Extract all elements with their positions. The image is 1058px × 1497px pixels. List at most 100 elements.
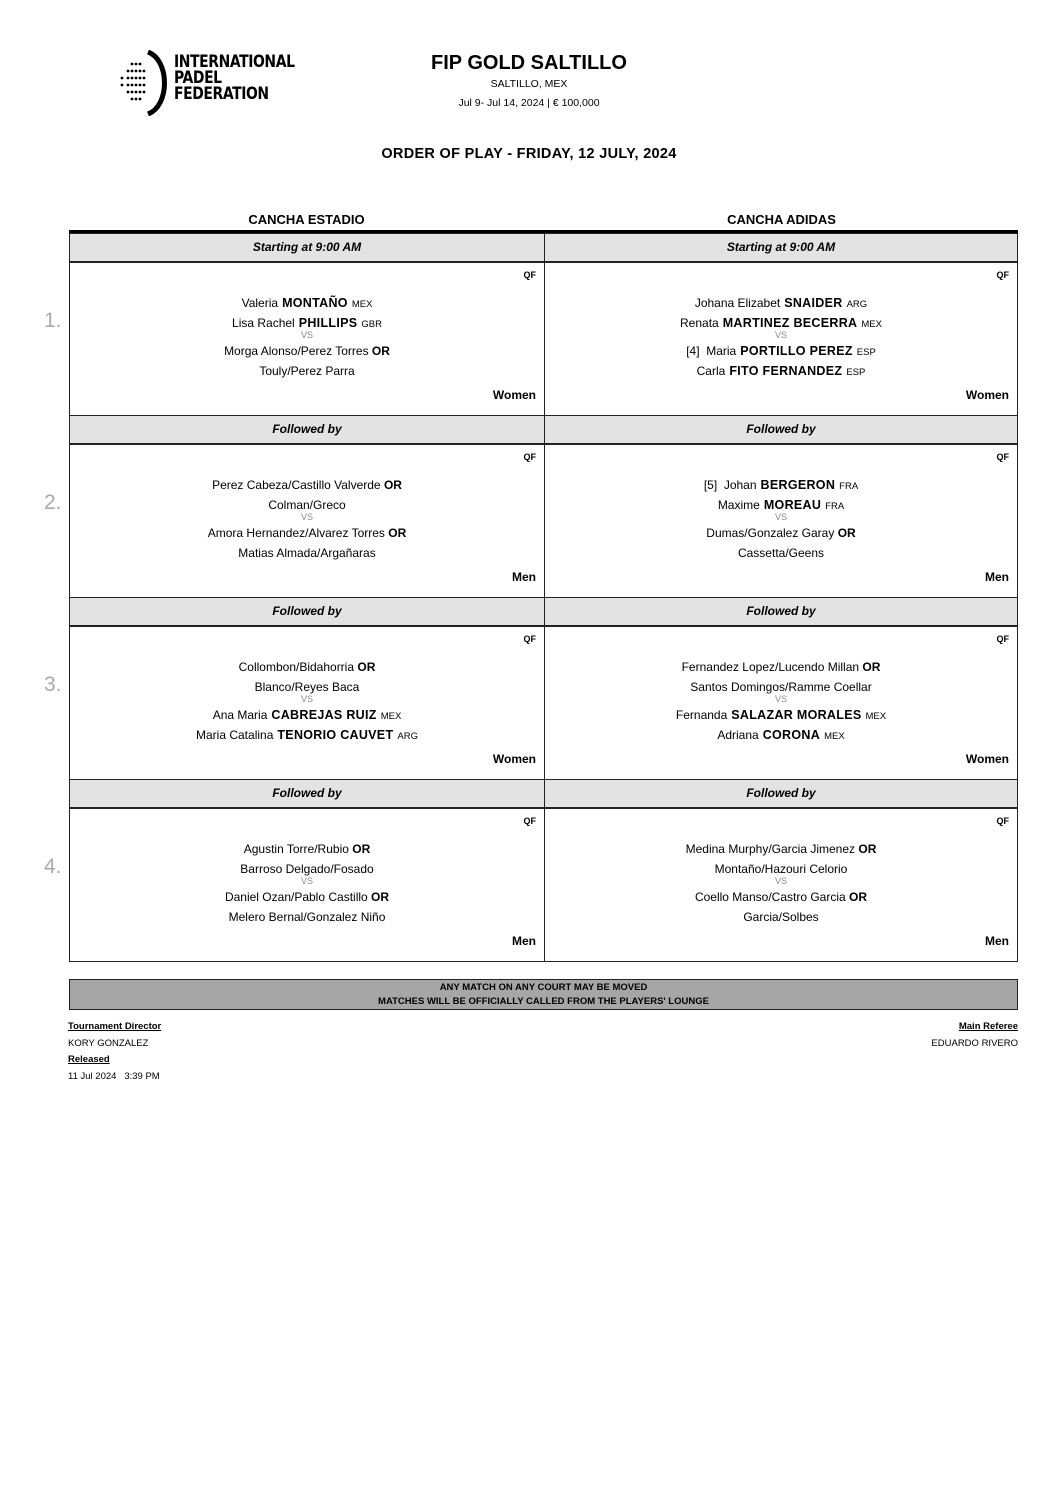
last-name: CORONA bbox=[762, 728, 821, 742]
last-name: SNAIDER bbox=[784, 296, 843, 310]
country-code: ESP bbox=[856, 347, 876, 358]
round-label: QF bbox=[523, 270, 537, 280]
round-label: QF bbox=[996, 270, 1010, 280]
team-names: Fernandez Lopez/Lucendo Millan bbox=[681, 660, 860, 674]
country-code: MEX bbox=[380, 711, 402, 722]
match-cell: QF Women VS Collombon/Bidahorria OR Blanco/R… bbox=[69, 626, 545, 780]
first-name: Adriana bbox=[717, 728, 759, 742]
slot-start-label: Followed by bbox=[544, 779, 1018, 808]
team-names: Montaño/Hazouri Celorio bbox=[714, 862, 848, 876]
match-row: QF Men VS Agustin Torre/Rubio OR Barroso Del… bbox=[69, 808, 1018, 962]
match-row: QF Men VS Perez Cabeza/Castillo Valverde OR… bbox=[69, 444, 1018, 598]
slot-start-label: Starting at 9:00 AM bbox=[544, 233, 1018, 262]
slot-start-label: Starting at 9:00 AM bbox=[69, 233, 545, 262]
player-line: Blanco/Reyes Baca bbox=[70, 680, 544, 694]
last-name: TENORIO CAUVET bbox=[277, 728, 394, 742]
last-name: MARTINEZ BECERRA bbox=[722, 316, 858, 330]
player-line: [4] Maria PORTILLO PEREZ ESP bbox=[545, 344, 1017, 360]
vs-label: VS bbox=[774, 512, 787, 522]
player-line: Maria Catalina TENORIO CAUVET ARG bbox=[70, 728, 544, 744]
slot-start-label: Followed by bbox=[544, 415, 1018, 444]
tournament-location: SALTILLO, MEX bbox=[490, 78, 568, 90]
round-label: QF bbox=[523, 816, 537, 826]
team-names: Agustin Torre/Rubio bbox=[243, 842, 349, 856]
category-label: Women bbox=[965, 752, 1009, 766]
country-code: MEX bbox=[351, 299, 373, 310]
seed: [4] bbox=[686, 344, 700, 358]
vs-label: VS bbox=[300, 876, 313, 886]
court-header-adidas: CANCHA ADIDAS bbox=[727, 212, 836, 227]
player-line: Montaño/Hazouri Celorio bbox=[545, 862, 1017, 876]
round-label: QF bbox=[996, 634, 1010, 644]
category-label: Women bbox=[492, 752, 536, 766]
player-line: Maxime MOREAU FRA bbox=[545, 498, 1017, 514]
team-names: Barroso Delgado/Fosado bbox=[240, 862, 374, 876]
category-label: Women bbox=[965, 388, 1009, 402]
player-line: Barroso Delgado/Fosado bbox=[70, 862, 544, 876]
team-names: Collombon/Bidahorria bbox=[238, 660, 355, 674]
released-label: Released bbox=[68, 1054, 110, 1065]
country-code: FRA bbox=[839, 481, 859, 492]
match-cell: QF Men VS Agustin Torre/Rubio OR Barroso Del… bbox=[69, 808, 545, 962]
player-line: Cassetta/Geens bbox=[545, 546, 1017, 560]
team-names: Daniel Ozan/Pablo Castillo bbox=[224, 890, 368, 904]
category-label: Men bbox=[512, 570, 536, 584]
team-names: Coello Manso/Castro Garcia bbox=[694, 890, 846, 904]
first-name: Valeria bbox=[241, 296, 279, 310]
last-name: FITO FERNANDEZ bbox=[729, 364, 843, 378]
last-name: MOREAU bbox=[763, 498, 822, 512]
first-name: Fernanda bbox=[675, 708, 728, 722]
player-line: Daniel Ozan/Pablo Castillo OR bbox=[70, 890, 544, 904]
player-line: Garcia/Solbes bbox=[545, 910, 1017, 924]
team-names: Medina Murphy/Garcia Jimenez bbox=[685, 842, 856, 856]
player-line: Dumas/Gonzalez Garay OR bbox=[545, 526, 1017, 540]
player-line: Fernandez Lopez/Lucendo Millan OR bbox=[545, 660, 1017, 674]
match-row: QF Women VS Collombon/Bidahorria OR Blanco/R… bbox=[69, 626, 1018, 780]
slot-header-row: Starting at 9:00 AM Starting at 9:00 AM bbox=[69, 233, 1018, 262]
player-line: Agustin Torre/Rubio OR bbox=[70, 842, 544, 856]
tournament-title: FIP GOLD SALTILLO bbox=[431, 52, 627, 74]
fip-logo-icon bbox=[120, 49, 167, 117]
slot-number: 2. bbox=[44, 491, 62, 514]
or-label: OR bbox=[371, 344, 390, 358]
team-names: Cassetta/Geens bbox=[737, 546, 825, 560]
country-code: FRA bbox=[825, 501, 845, 512]
team-names: Colman/Greco bbox=[268, 498, 346, 512]
match-cell: QF Men VS Perez Cabeza/Castillo Valverde OR… bbox=[69, 444, 545, 598]
first-name: Carla bbox=[696, 364, 726, 378]
or-label: OR bbox=[858, 842, 877, 856]
match-row: QF Women VS Valeria MONTAÑO MEX Lisa Rachel PHI… bbox=[69, 262, 1018, 416]
last-name: SALAZAR MORALES bbox=[731, 708, 862, 722]
director-name: KORY GONZALEZ bbox=[68, 1038, 149, 1049]
notice-line: ANY MATCH ON ANY COURT MAY BE MOVED bbox=[439, 982, 648, 993]
team-names: Touly/Perez Parra bbox=[259, 364, 355, 378]
first-name: Maria Catalina bbox=[196, 728, 274, 742]
or-label: OR bbox=[849, 890, 868, 904]
slot-start-label: Followed by bbox=[69, 415, 545, 444]
player-line: Renata MARTINEZ BECERRA MEX bbox=[545, 316, 1017, 332]
player-line: Santos Domingos/Ramme Coellar bbox=[545, 680, 1017, 694]
player-line: Matias Almada/Argañaras bbox=[70, 546, 544, 560]
director-label: Tournament Director bbox=[68, 1021, 162, 1032]
first-name: Maxime bbox=[717, 498, 760, 512]
round-label: QF bbox=[523, 634, 537, 644]
logo-line: PADEL bbox=[174, 68, 222, 88]
player-line: Ana Maria CABREJAS RUIZ MEX bbox=[70, 708, 544, 724]
vs-label: VS bbox=[300, 694, 313, 704]
order-of-play-heading: ORDER OF PLAY - FRIDAY, 12 JULY, 2024 bbox=[381, 146, 677, 162]
category-label: Men bbox=[985, 934, 1009, 948]
country-code: MEX bbox=[861, 319, 882, 330]
or-label: OR bbox=[383, 478, 402, 492]
slot-start-label: Followed by bbox=[544, 597, 1018, 626]
last-name: CABREJAS RUIZ bbox=[271, 708, 377, 722]
vs-label: VS bbox=[774, 330, 787, 340]
last-name: PORTILLO PEREZ bbox=[740, 344, 853, 358]
player-line: Johana Elizabet SNAIDER ARG bbox=[545, 296, 1017, 312]
court-header-estadio: CANCHA ESTADIO bbox=[248, 212, 365, 227]
round-label: QF bbox=[523, 452, 537, 462]
first-name: Maria bbox=[706, 344, 737, 358]
last-name: MONTAÑO bbox=[282, 296, 348, 310]
schedule-table: Starting at 9:00 AM Starting at 9:00 AM QF… bbox=[69, 230, 1018, 962]
player-line: Lisa Rachel PHILLIPS GBR bbox=[70, 316, 544, 332]
player-line: Fernanda SALAZAR MORALES MEX bbox=[545, 708, 1017, 724]
